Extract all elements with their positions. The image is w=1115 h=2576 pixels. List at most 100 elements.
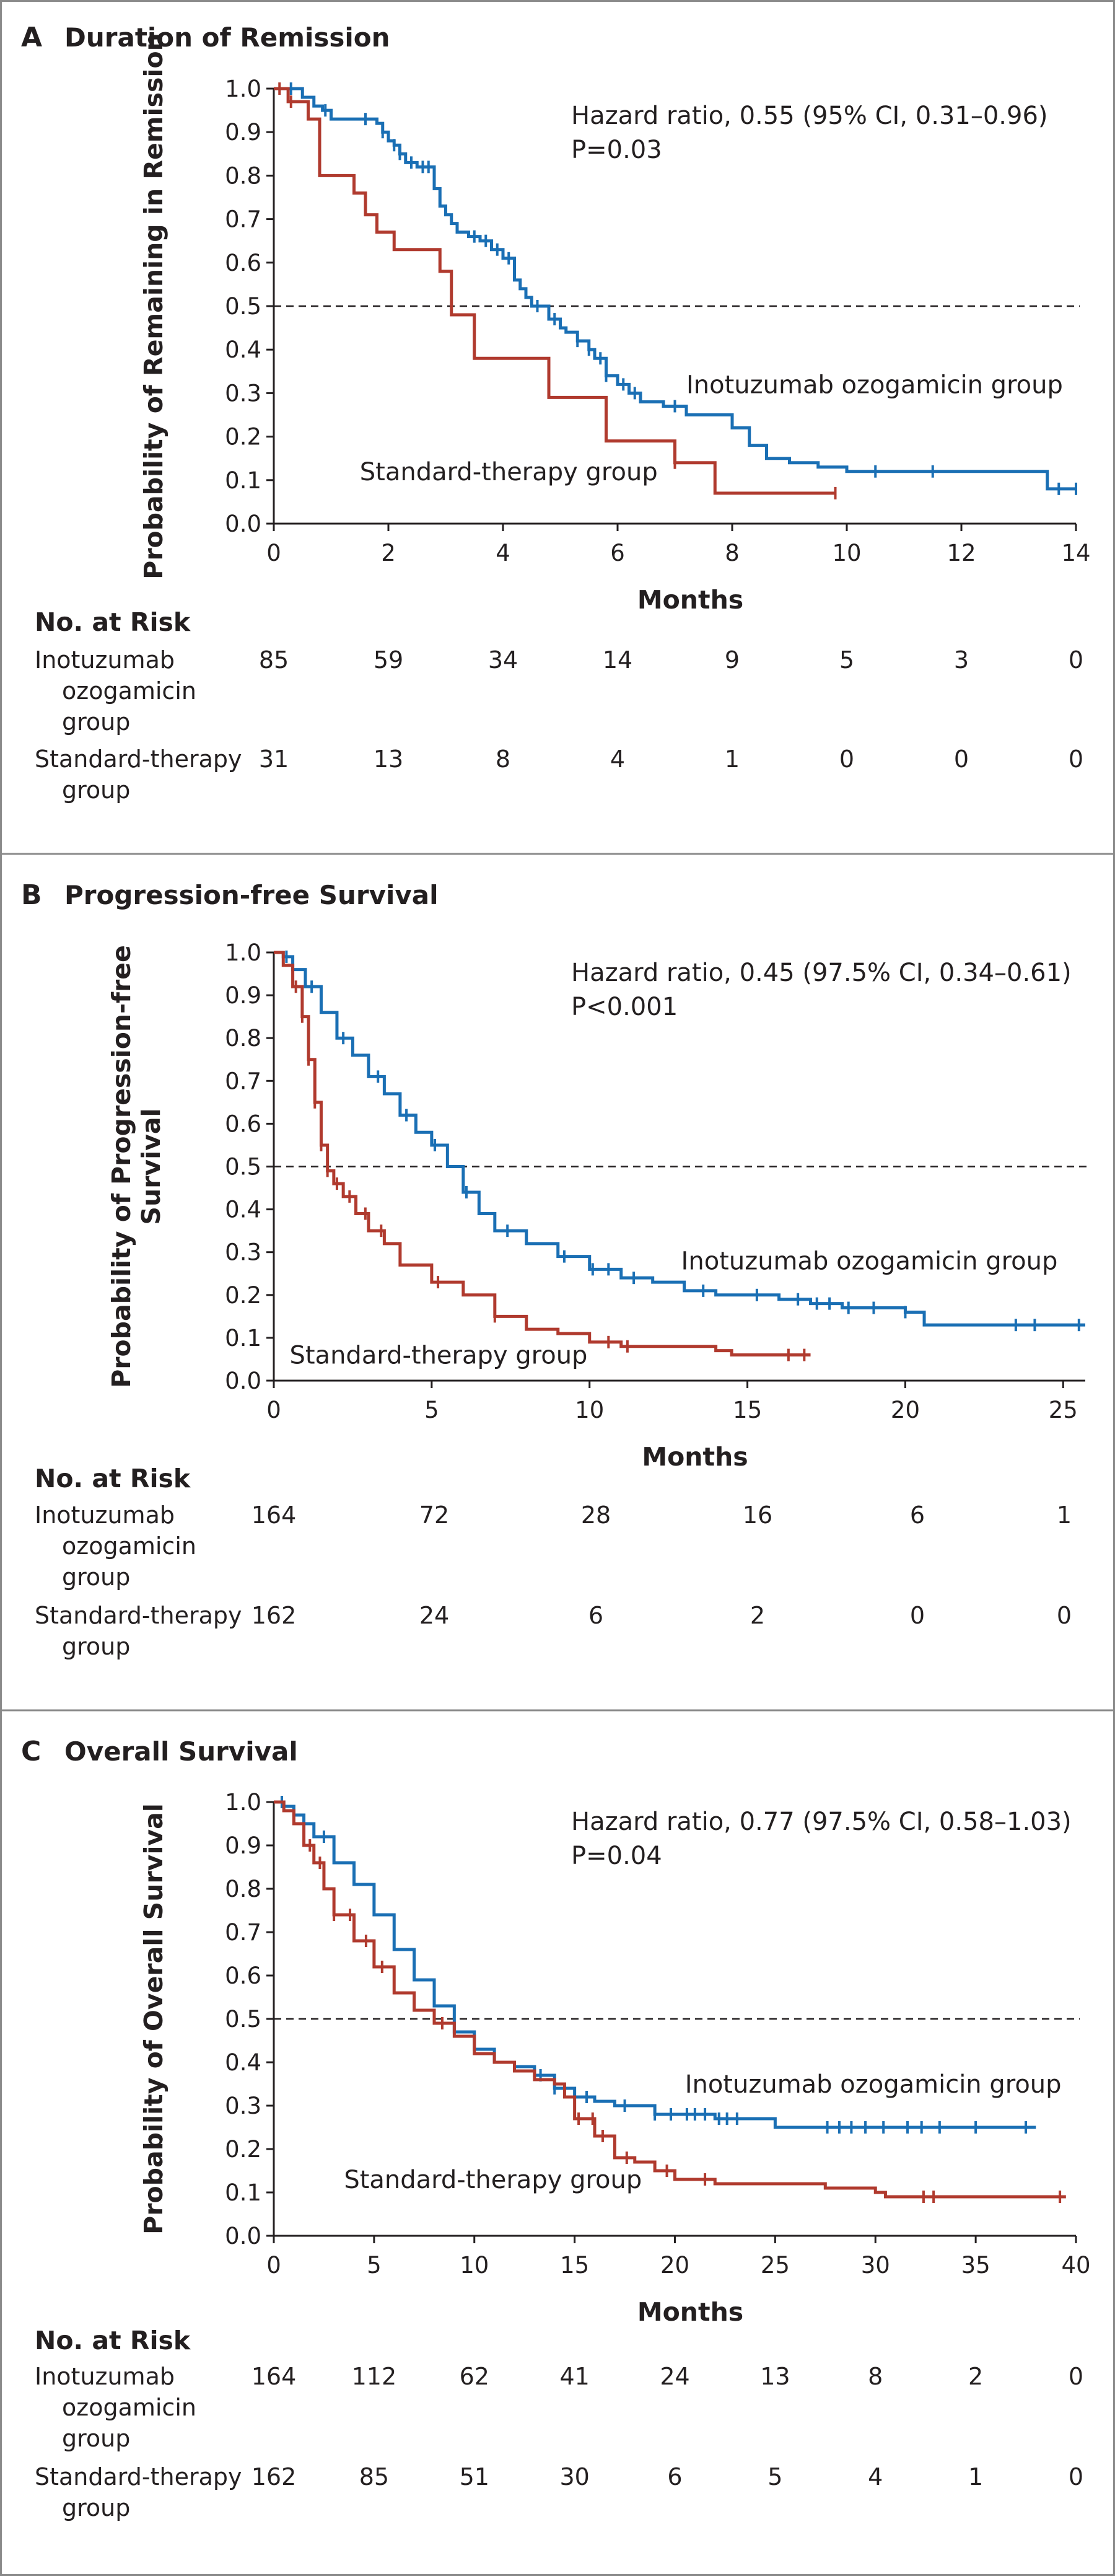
standard-risk-value: 30 xyxy=(559,2463,589,2490)
x-tick-label: 0 xyxy=(266,540,281,566)
inotuzumab-curve xyxy=(274,87,1076,491)
standard-risk-value: 4 xyxy=(610,745,625,773)
standard-risk-value: 0 xyxy=(1057,1602,1072,1629)
inotuzumab-risk-value: 112 xyxy=(352,2363,397,2390)
standard-risk-label: group xyxy=(62,776,130,804)
standard-risk-value: 6 xyxy=(667,2463,682,2490)
standard-risk-value: 2 xyxy=(750,1602,765,1629)
y-tick-label: 0.0 xyxy=(225,1368,261,1394)
inotuzumab-curve-label: Inotuzumab ozogamicin group xyxy=(685,2070,1062,2099)
hazard-ratio-text: Hazard ratio, 0.55 (95% CI, 0.31–0.96) xyxy=(571,102,1048,130)
panel-c: C Overall Survival 0.0 0.1 0.2 0.3 0.4 0.5 0.6 0.… xyxy=(21,1736,1091,2521)
standard-risk-value: 13 xyxy=(374,745,403,773)
inotuzumab-risk-label: Inotuzumab xyxy=(35,646,175,674)
y-axis-title: Probability of Overall Survival xyxy=(139,1803,168,2235)
standard-curve xyxy=(274,1800,1066,2199)
panel-title: Overall Survival xyxy=(64,1736,298,1767)
x-tick-label: 25 xyxy=(761,2252,790,2279)
hazard-ratio-text: Hazard ratio, 0.77 (97.5% CI, 0.58–1.03) xyxy=(571,1808,1072,1836)
standard-risk-value: 6 xyxy=(588,1602,603,1629)
standard-risk-value: 85 xyxy=(359,2463,389,2490)
inotuzumab-risk-value: 5 xyxy=(839,646,854,674)
risk-table-title: No. at Risk xyxy=(35,607,191,637)
x-tick-label: 8 xyxy=(725,540,740,566)
y-tick-label: 0.7 xyxy=(225,206,261,233)
standard-risk-value: 4 xyxy=(868,2463,883,2490)
y-tick-label: 0.0 xyxy=(225,2223,261,2249)
panel-letter: A xyxy=(21,22,42,53)
standard-curve-label: Standard-therapy group xyxy=(289,1341,587,1369)
standard-risk-label: Standard-therapy xyxy=(35,2463,242,2490)
inotuzumab-risk-value: 62 xyxy=(460,2363,489,2390)
inotuzumab-risk-value: 6 xyxy=(910,1501,925,1529)
y-tick-label: 0.8 xyxy=(225,1876,261,1902)
inotuzumab-risk-value: 164 xyxy=(251,1501,297,1529)
x-tick-label: 12 xyxy=(947,540,976,566)
x-tick-label: 25 xyxy=(1049,1397,1078,1423)
inotuzumab-risk-value: 24 xyxy=(660,2363,689,2390)
inotuzumab-risk-value: 14 xyxy=(603,646,632,674)
x-axis-title: Months xyxy=(637,2297,743,2327)
panel-title: Progression-free Survival xyxy=(64,880,439,910)
standard-risk-value: 0 xyxy=(954,745,969,773)
y-tick-label: 0.1 xyxy=(225,2179,261,2206)
x-axis-title: Months xyxy=(642,1442,748,1472)
inotuzumab-risk-value: 85 xyxy=(259,646,289,674)
x-tick-label: 10 xyxy=(575,1397,604,1423)
inotuzumab-risk-value: 34 xyxy=(488,646,518,674)
inotuzumab-risk-label: ozogamicin xyxy=(62,2394,196,2421)
risk-table-title: No. at Risk xyxy=(35,1464,191,1493)
y-tick-label: 0.4 xyxy=(225,2049,261,2076)
inotuzumab-risk-label: group xyxy=(62,708,130,736)
standard-risk-value: 0 xyxy=(839,745,854,773)
inotuzumab-risk-label: Inotuzumab xyxy=(35,1501,175,1529)
inotuzumab-risk-value: 0 xyxy=(1069,646,1083,674)
x-tick-label: 2 xyxy=(381,540,396,566)
inotuzumab-risk-value: 72 xyxy=(419,1501,449,1529)
standard-risk-label: group xyxy=(62,2494,130,2521)
y-tick-label: 0.3 xyxy=(225,2093,261,2119)
inotuzumab-risk-value: 8 xyxy=(868,2363,883,2390)
standard-risk-value: 0 xyxy=(1069,2463,1083,2490)
y-axis-title: Probability of Progression-freeSurvival xyxy=(107,945,166,1388)
x-tick-label: 14 xyxy=(1061,540,1090,566)
y-tick-label: 1.0 xyxy=(225,76,261,102)
y-tick-label: 0.1 xyxy=(225,1325,261,1352)
inotuzumab-risk-value: 3 xyxy=(954,646,969,674)
y-tick-label: 1.0 xyxy=(225,1789,261,1816)
inotuzumab-risk-label: ozogamicin xyxy=(62,1532,196,1560)
x-tick-label: 6 xyxy=(610,540,625,566)
inotuzumab-risk-value: 16 xyxy=(743,1501,772,1529)
y-tick-label: 0.4 xyxy=(225,1197,261,1223)
panel-b: B Progression-free Survival 0.0 0.1 0.2 0.3 0.… xyxy=(21,879,1089,1660)
standard-risk-label: Standard-therapy xyxy=(35,1602,242,1629)
standard-risk-value: 0 xyxy=(1069,745,1083,773)
inotuzumab-risk-label: Inotuzumab xyxy=(35,2363,175,2390)
y-tick-label: 0.8 xyxy=(225,162,261,189)
x-tick-label: 5 xyxy=(424,1397,439,1423)
inotuzumab-risk-value: 41 xyxy=(559,2363,589,2390)
y-tick-label: 0.7 xyxy=(225,1919,261,1946)
standard-curve-label: Standard-therapy group xyxy=(344,2166,642,2194)
standard-risk-value: 24 xyxy=(419,1602,449,1629)
x-axis-title: Months xyxy=(637,585,743,615)
x-tick-label: 35 xyxy=(961,2252,990,2279)
x-tick-label: 10 xyxy=(460,2252,489,2279)
y-tick-label: 0.3 xyxy=(225,380,261,407)
standard-risk-value: 51 xyxy=(460,2463,489,2490)
y-tick-label: 0.0 xyxy=(225,511,261,537)
standard-risk-value: 0 xyxy=(910,1602,925,1629)
y-tick-label: 0.9 xyxy=(225,119,261,146)
inotuzumab-risk-value: 0 xyxy=(1069,2363,1083,2390)
hazard-ratio-text: Hazard ratio, 0.45 (97.5% CI, 0.34–0.61) xyxy=(571,959,1072,987)
inotuzumab-risk-label: group xyxy=(62,1563,130,1591)
x-tick-label: 20 xyxy=(660,2252,689,2279)
risk-table-title: No. at Risk xyxy=(35,2326,191,2355)
x-tick-label: 10 xyxy=(832,540,861,566)
standard-risk-value: 162 xyxy=(251,1602,297,1629)
panel-letter: B xyxy=(21,879,42,911)
standard-risk-value: 1 xyxy=(968,2463,983,2490)
standard-curve-label: Standard-therapy group xyxy=(360,458,658,486)
